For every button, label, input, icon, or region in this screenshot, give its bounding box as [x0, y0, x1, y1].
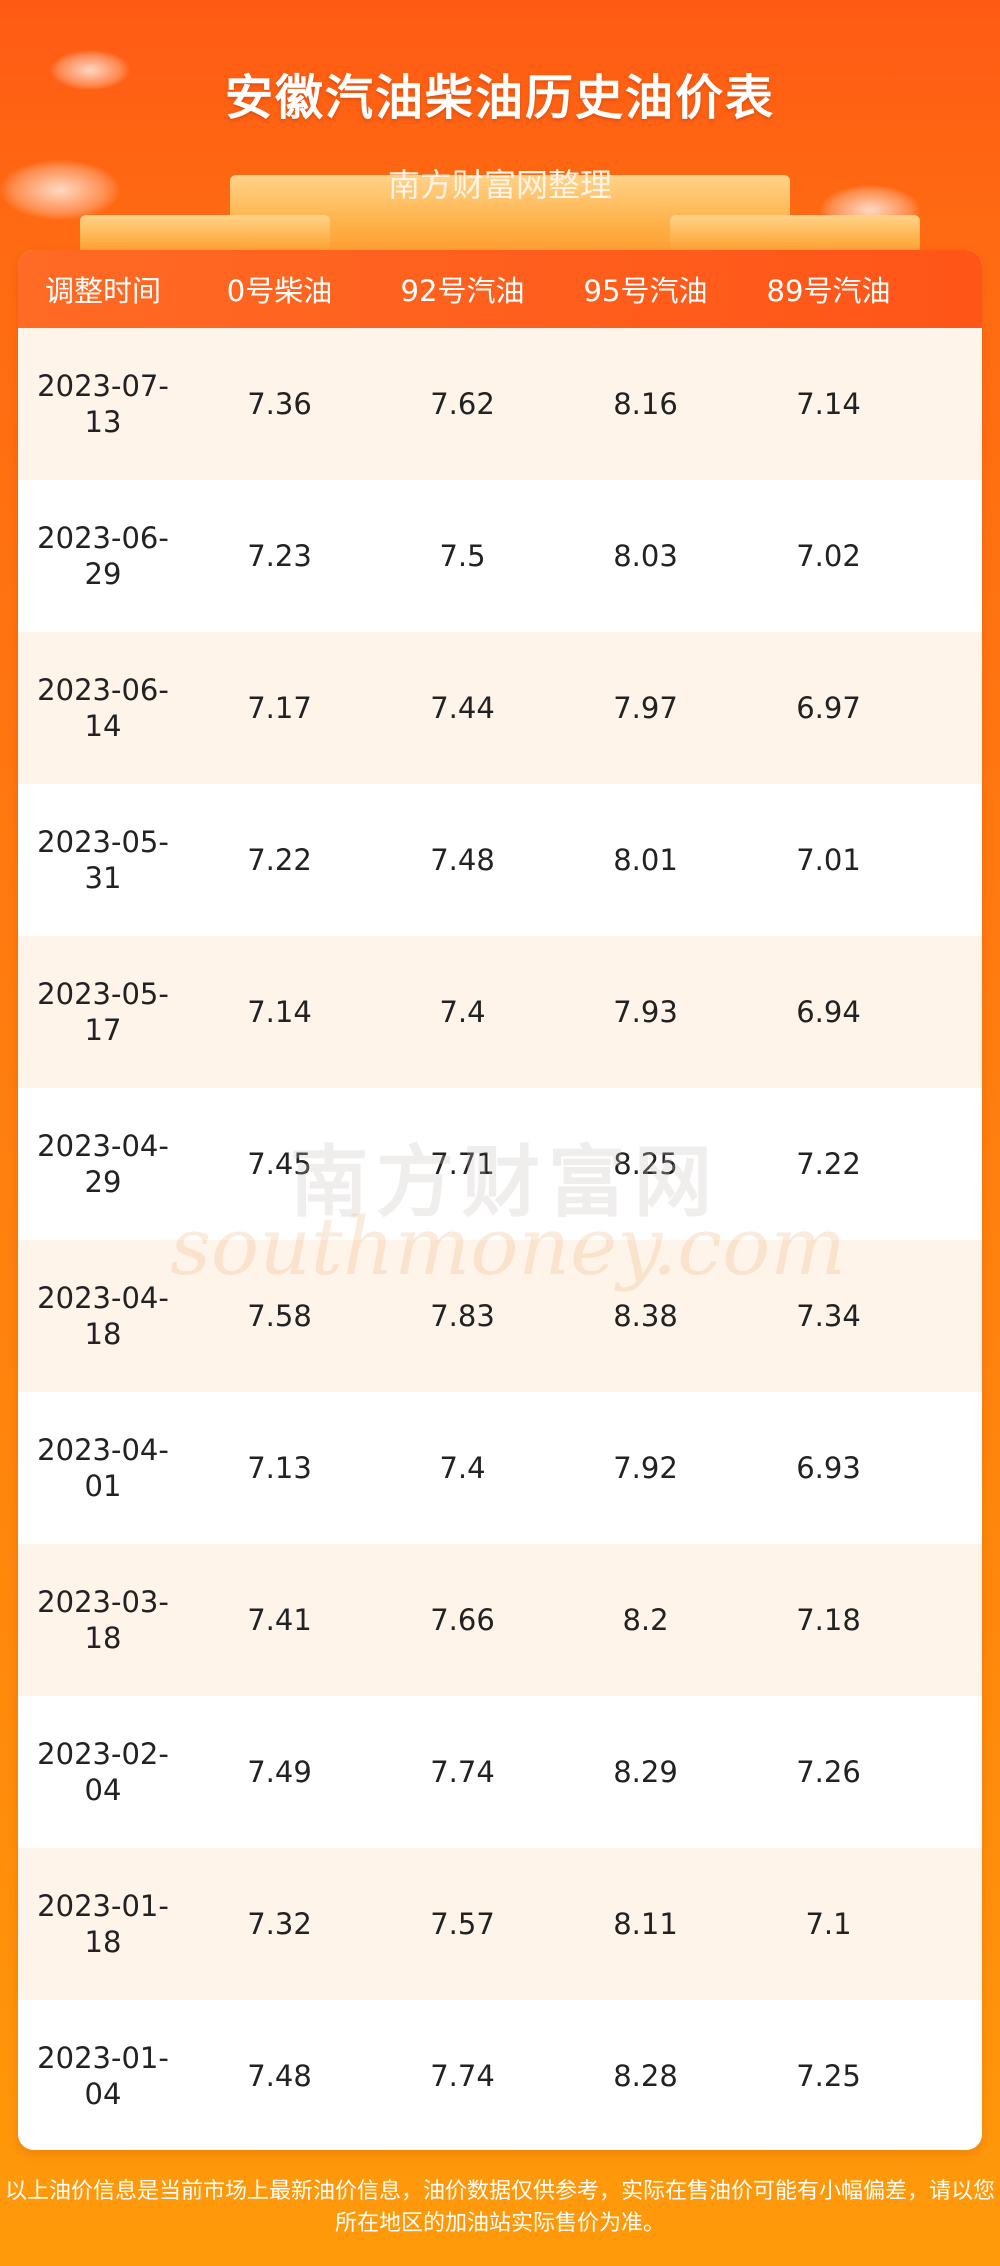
diesel-0-price: 7.36: [247, 387, 312, 421]
gasoline-92-price: 7.4: [439, 1451, 486, 1485]
gasoline-95-price: 8.11: [613, 1907, 678, 1941]
row-date: 2023-01-04: [37, 2041, 169, 2111]
table-row: 2023-04-18 7.58 7.83 8.38 7.34: [18, 1240, 982, 1392]
row-date: 2023-06-14: [37, 673, 169, 743]
gasoline-95-price: 8.2: [622, 1603, 669, 1637]
page-title: 安徽汽油柴油历史油价表: [224, 70, 775, 126]
table-row: 2023-07-13 7.36 7.62 8.16 7.14: [18, 328, 982, 480]
row-date: 2023-03-18: [37, 1585, 169, 1655]
podium-decoration: [80, 215, 330, 255]
gasoline-92-price: 7.44: [430, 691, 495, 725]
row-date: 2023-05-17: [37, 977, 169, 1047]
gasoline-95-price: 7.93: [613, 995, 678, 1029]
table-row: 2023-01-18 7.32 7.57 8.11 7.1: [18, 1848, 982, 2000]
diesel-0-price: 7.32: [247, 1907, 312, 1941]
gasoline-95-price: 8.29: [613, 1755, 678, 1789]
podium-decoration: [670, 215, 920, 255]
row-date: 2023-04-18: [37, 1281, 169, 1351]
gasoline-92-price: 7.4: [439, 995, 486, 1029]
gasoline-92-price: 7.83: [430, 1299, 495, 1333]
gasoline-92-price: 7.5: [439, 539, 486, 573]
diesel-0-price: 7.49: [247, 1755, 312, 1789]
gasoline-95-price: 8.03: [613, 539, 678, 573]
table-row: 2023-06-29 7.23 7.5 8.03 7.02: [18, 480, 982, 632]
gasoline-89-price: 7.25: [796, 2059, 861, 2093]
gasoline-89-price: 6.97: [796, 691, 861, 725]
gasoline-95-price: 8.16: [613, 387, 678, 421]
gasoline-89-price: 7.01: [796, 843, 861, 877]
diesel-0-price: 7.45: [247, 1147, 312, 1181]
column-header-gasoline-89: 89号汽油: [766, 274, 891, 308]
page-subtitle: 南方财富网整理: [387, 166, 612, 204]
column-header-diesel-0: 0号柴油: [226, 274, 333, 308]
row-date: 2023-05-31: [37, 825, 169, 895]
diesel-0-price: 7.14: [247, 995, 312, 1029]
diesel-0-price: 7.17: [247, 691, 312, 725]
table-row: 2023-04-29 7.45 7.71 8.25 7.22: [18, 1088, 982, 1240]
table-row: 2023-05-17 7.14 7.4 7.93 6.94: [18, 936, 982, 1088]
gasoline-92-price: 7.74: [430, 1755, 495, 1789]
table-row: 2023-02-04 7.49 7.74 8.29 7.26: [18, 1696, 982, 1848]
table-row: 2023-05-31 7.22 7.48 8.01 7.01: [18, 784, 982, 936]
gasoline-89-price: 7.02: [796, 539, 861, 573]
gasoline-92-price: 7.48: [430, 843, 495, 877]
diesel-0-price: 7.13: [247, 1451, 312, 1485]
gasoline-95-price: 8.25: [613, 1147, 678, 1181]
row-date: 2023-04-29: [37, 1129, 169, 1199]
gasoline-92-price: 7.71: [430, 1147, 495, 1181]
diesel-0-price: 7.23: [247, 539, 312, 573]
row-date: 2023-06-29: [37, 521, 169, 591]
diesel-0-price: 7.58: [247, 1299, 312, 1333]
gasoline-89-price: 6.93: [796, 1451, 861, 1485]
table-row: 2023-04-01 7.13 7.4 7.92 6.93: [18, 1392, 982, 1544]
gasoline-89-price: 7.1: [805, 1907, 852, 1941]
table-row: 2023-06-14 7.17 7.44 7.97 6.97: [18, 632, 982, 784]
row-date: 2023-01-18: [37, 1889, 169, 1959]
row-date: 2023-04-01: [37, 1433, 169, 1503]
gasoline-89-price: 7.18: [796, 1603, 861, 1637]
gasoline-95-price: 8.38: [613, 1299, 678, 1333]
gasoline-95-price: 8.28: [613, 2059, 678, 2093]
gasoline-89-price: 7.26: [796, 1755, 861, 1789]
gasoline-95-price: 7.97: [613, 691, 678, 725]
row-date: 2023-07-13: [37, 369, 169, 439]
table-header: 调整时间 0号柴油 92号汽油 95号汽油 89号汽油: [18, 250, 982, 328]
gasoline-89-price: 7.14: [796, 387, 861, 421]
gasoline-92-price: 7.66: [430, 1603, 495, 1637]
column-header-gasoline-92: 92号汽油: [400, 274, 525, 308]
gasoline-92-price: 7.57: [430, 1907, 495, 1941]
table-row: 2023-01-04 7.48 7.74 8.28 7.25: [18, 2000, 982, 2150]
diesel-0-price: 7.22: [247, 843, 312, 877]
price-table: 调整时间 0号柴油 92号汽油 95号汽油 89号汽油 2023-07-13 7…: [18, 250, 982, 2150]
gasoline-92-price: 7.62: [430, 387, 495, 421]
gasoline-89-price: 7.22: [796, 1147, 861, 1181]
diesel-0-price: 7.41: [247, 1603, 312, 1637]
column-header-date: 调整时间: [44, 274, 161, 308]
gasoline-95-price: 7.92: [613, 1451, 678, 1485]
row-date: 2023-02-04: [37, 1737, 169, 1807]
disclaimer-text: 以上油价信息是当前市场上最新油价信息，油价数据仅供参考，实际在售油价可能有小幅偏…: [4, 2179, 995, 2236]
gasoline-89-price: 6.94: [796, 995, 861, 1029]
table-row: 2023-03-18 7.41 7.66 8.2 7.18: [18, 1544, 982, 1696]
gasoline-95-price: 8.01: [613, 843, 678, 877]
gasoline-89-price: 7.34: [796, 1299, 861, 1333]
gasoline-92-price: 7.74: [430, 2059, 495, 2093]
column-header-gasoline-95: 95号汽油: [583, 274, 708, 308]
diesel-0-price: 7.48: [247, 2059, 312, 2093]
